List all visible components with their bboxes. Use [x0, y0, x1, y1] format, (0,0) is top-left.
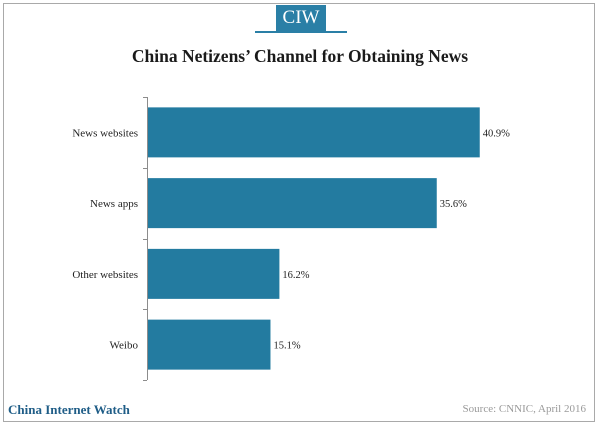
logo-underline	[255, 31, 347, 33]
category-label: Other websites	[72, 269, 138, 281]
category-label: News apps	[90, 198, 138, 210]
bar[interactable]	[148, 319, 271, 370]
category-label: News websites	[72, 127, 138, 139]
category-label: Weibo	[110, 340, 139, 352]
ciw-logo: CIW	[276, 5, 326, 31]
bar[interactable]	[148, 248, 280, 299]
data-label: 16.2%	[282, 270, 309, 281]
footer-brand[interactable]: China Internet Watch	[8, 402, 130, 417]
data-label: 40.9%	[483, 128, 510, 139]
data-label: 15.1%	[273, 341, 300, 352]
data-label: 35.6%	[440, 199, 467, 210]
source-note: Source: CNNIC, April 2016	[462, 403, 586, 415]
bar[interactable]	[148, 178, 437, 229]
bar[interactable]	[148, 107, 480, 158]
chart-title: China Netizens’ Channel for Obtaining Ne…	[131, 46, 469, 66]
